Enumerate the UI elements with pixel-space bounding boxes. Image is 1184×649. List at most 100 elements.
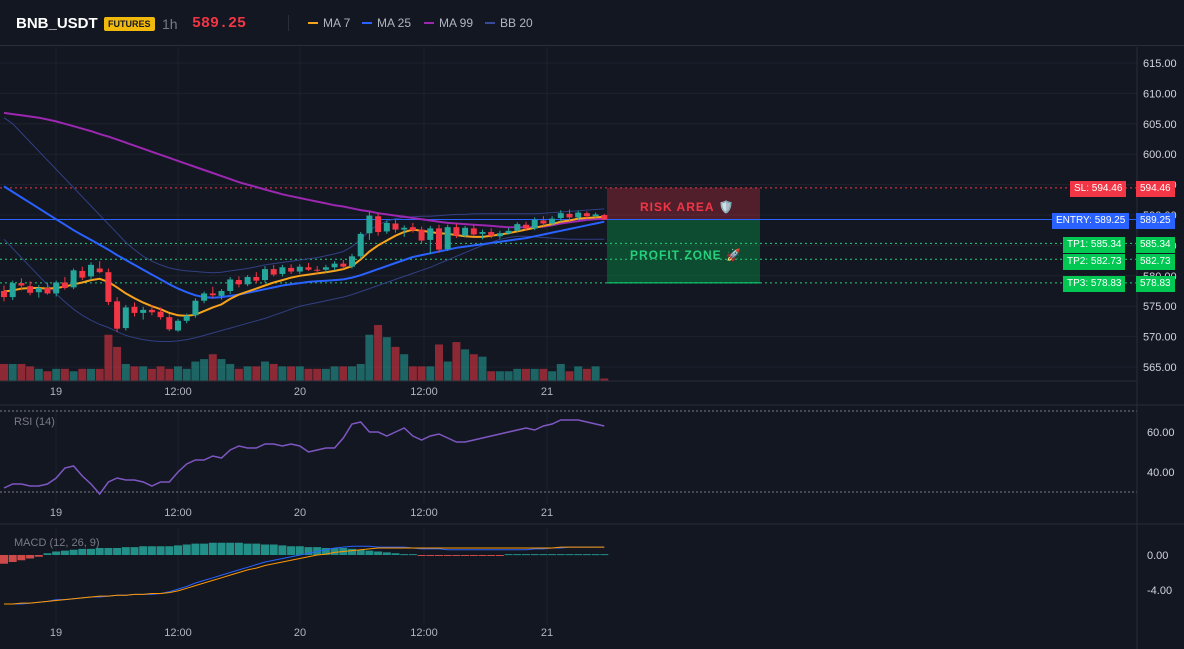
volume-bar — [17, 363, 26, 381]
volume-bar — [234, 368, 243, 381]
volume-bar — [574, 366, 583, 381]
volume-bar — [356, 363, 365, 381]
macd-histogram-bar — [278, 545, 287, 555]
sl-tag[interactable]: SL: 594.46 — [1070, 181, 1127, 197]
volume-bar — [400, 354, 409, 381]
legend-ma7[interactable]: MA 7 — [308, 16, 350, 30]
legend-ma99-label: MA 99 — [439, 16, 474, 30]
volume-bar — [139, 366, 148, 381]
chart-header: BNB_USDT FUTURES 1h 589.25 MA 7 MA 25 MA… — [0, 0, 1184, 46]
legend-ma25-label: MA 25 — [377, 16, 412, 30]
macd-histogram-bar — [52, 551, 61, 555]
volume-bar — [304, 368, 313, 381]
macd-histogram-bar — [348, 548, 356, 555]
macd-histogram-bar — [400, 554, 409, 556]
candle-body — [244, 277, 251, 285]
candle-body — [9, 283, 16, 298]
macd-histogram-bar — [330, 548, 339, 555]
volume-bar — [582, 368, 591, 381]
timeframe-label[interactable]: 1h — [162, 16, 178, 32]
candle-body — [1, 291, 7, 298]
profit-zone-label: PROFIT ZONE 🚀 — [630, 248, 742, 262]
candle-body — [436, 228, 442, 250]
macd-histogram-bar — [408, 554, 417, 556]
time-tick-label: 12:00 — [410, 507, 438, 519]
profit-zone-box — [607, 219, 760, 283]
macd-histogram-bar — [582, 554, 591, 556]
entry-tag[interactable]: ENTRY: 589.25 — [1052, 213, 1130, 229]
price-tick-label: 570.00 — [1143, 332, 1177, 344]
volume-bar — [147, 368, 156, 381]
price-tick-label: 615.00 — [1143, 58, 1177, 70]
moving-averages — [3, 111, 605, 317]
macd-histogram-bar — [104, 548, 113, 555]
candle-body — [366, 215, 373, 234]
macd-histogram-bar — [130, 547, 139, 555]
futures-badge: FUTURES — [104, 17, 155, 31]
candle-body — [392, 223, 399, 230]
tp1-tag[interactable]: TP1: 585.34 — [1063, 237, 1126, 253]
candle-body — [88, 264, 94, 277]
volume-bar — [191, 361, 200, 381]
volume-bar — [321, 368, 330, 381]
volume-bar — [243, 366, 252, 381]
macd-histogram-bar — [69, 549, 78, 555]
ma25-line — [3, 185, 605, 299]
volume-bar — [113, 346, 122, 381]
macd-histogram-bar — [26, 555, 35, 559]
last-price: 589.25 — [192, 15, 247, 32]
legend-ma25[interactable]: MA 25 — [362, 16, 411, 30]
candle-body — [592, 214, 599, 217]
tp3-axis-tag: 578.83 — [1136, 276, 1175, 292]
volume-bar — [522, 368, 530, 381]
time-tick-label: 20 — [294, 627, 306, 639]
time-tick-label: 19 — [50, 627, 62, 639]
tp2-tag[interactable]: TP2: 582.73 — [1063, 254, 1126, 270]
candle-body — [70, 270, 77, 288]
macd-histogram-bar — [435, 555, 443, 556]
macd-histogram-bar — [234, 542, 243, 555]
macd-histogram-bar — [530, 554, 539, 556]
macd-histogram-bar — [287, 546, 296, 555]
macd-histogram-bar — [391, 553, 400, 555]
volume-bar — [0, 363, 8, 381]
rsi-tick-label: 40.00 — [1147, 467, 1175, 479]
candle-body — [166, 317, 173, 330]
ma7-line — [3, 215, 605, 317]
candle-body — [531, 219, 538, 229]
volume-bar — [34, 368, 43, 381]
macd-histogram-bar — [34, 555, 43, 557]
macd-histogram-bar — [8, 555, 17, 562]
tp3-tag[interactable]: TP3: 578.83 — [1063, 276, 1126, 292]
time-tick-label: 20 — [294, 507, 306, 519]
volume-bar — [487, 371, 496, 381]
legend-bb20[interactable]: BB 20 — [485, 16, 533, 30]
volume-bar — [156, 366, 165, 381]
candle-body — [27, 286, 34, 293]
candle-body — [549, 218, 556, 224]
risk-area-label: RISK AREA 🛡️ — [640, 200, 735, 214]
symbol-name[interactable]: BNB_USDT — [16, 15, 98, 32]
macd-signal-line — [4, 546, 605, 605]
macd-histogram-bar — [382, 552, 391, 555]
volume-bar — [43, 371, 52, 381]
macd-histogram-bar — [139, 546, 148, 555]
volume-bar — [261, 361, 269, 381]
volume-bar — [252, 366, 261, 381]
macd-histogram-bar — [548, 554, 557, 556]
price-tick-label: 610.00 — [1143, 88, 1177, 100]
candle-body — [514, 224, 521, 231]
macd-histogram-bar — [321, 548, 330, 555]
volume-bar — [565, 371, 574, 381]
rsi-tick-label: 60.00 — [1147, 427, 1175, 439]
candle-body — [53, 282, 60, 294]
volume-bar — [87, 368, 95, 381]
macd-label: MACD (12, 26, 9) — [14, 537, 100, 549]
volume-bar — [330, 366, 339, 381]
legend-ma99[interactable]: MA 99 — [424, 16, 473, 30]
candle-body — [505, 230, 512, 234]
macd-histogram-bar — [17, 555, 26, 561]
volume-bar — [382, 337, 391, 381]
candle-body — [61, 282, 68, 288]
